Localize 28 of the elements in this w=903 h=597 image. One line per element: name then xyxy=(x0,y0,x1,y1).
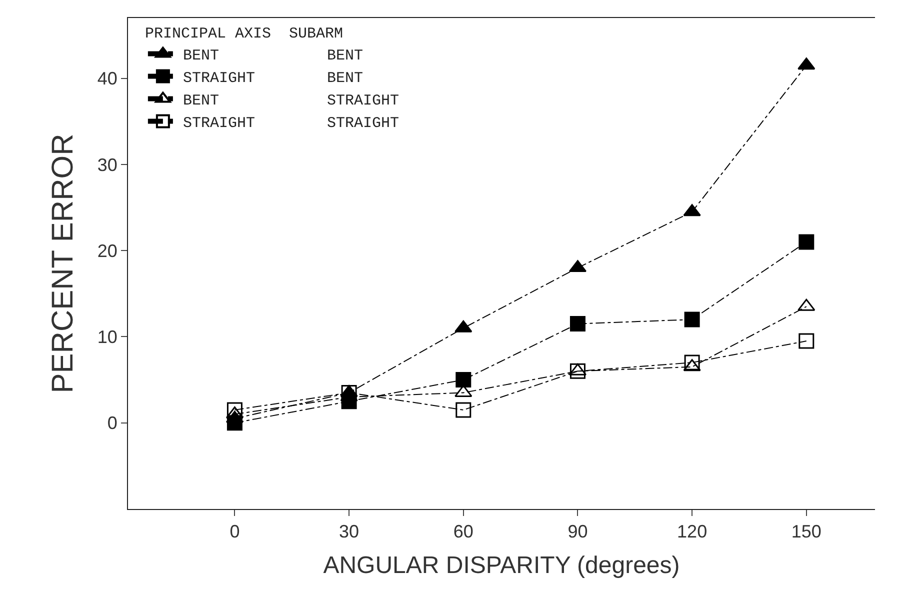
point xyxy=(684,354,700,370)
point xyxy=(570,363,586,379)
point xyxy=(798,333,814,349)
legend-label: STRAIGHT STRAIGHT xyxy=(182,115,399,132)
point xyxy=(341,384,357,400)
legend-title: PRINCIPAL AXIS SUBARM xyxy=(144,26,343,42)
point xyxy=(456,402,472,418)
legend-label: BENT STRAIGHT xyxy=(182,92,399,110)
x-axis-title: ANGULAR DISPARITY (degrees) xyxy=(323,552,680,579)
y-axis-title: PERCENT ERROR xyxy=(46,134,80,394)
x-tick-label: 120 xyxy=(677,522,708,542)
y-tick-label: 10 xyxy=(97,327,118,348)
y-tick-label: 40 xyxy=(97,68,118,89)
legend-label: BENT BENT xyxy=(182,48,363,65)
point xyxy=(456,372,472,388)
x-tick-label: 0 xyxy=(230,522,240,542)
y-tick-label: 30 xyxy=(97,154,118,175)
y-tick-label: 0 xyxy=(107,413,118,434)
x-tick-label: 60 xyxy=(453,522,474,542)
point xyxy=(570,316,586,332)
x-tick-label: 90 xyxy=(568,522,588,542)
point xyxy=(684,312,700,328)
y-tick-label: 20 xyxy=(97,240,118,261)
point xyxy=(226,402,242,418)
point xyxy=(798,234,814,250)
legend-label: STRAIGHT BENT xyxy=(182,70,363,88)
x-tick-label: 30 xyxy=(339,522,360,542)
x-tick-label: 150 xyxy=(791,522,822,542)
